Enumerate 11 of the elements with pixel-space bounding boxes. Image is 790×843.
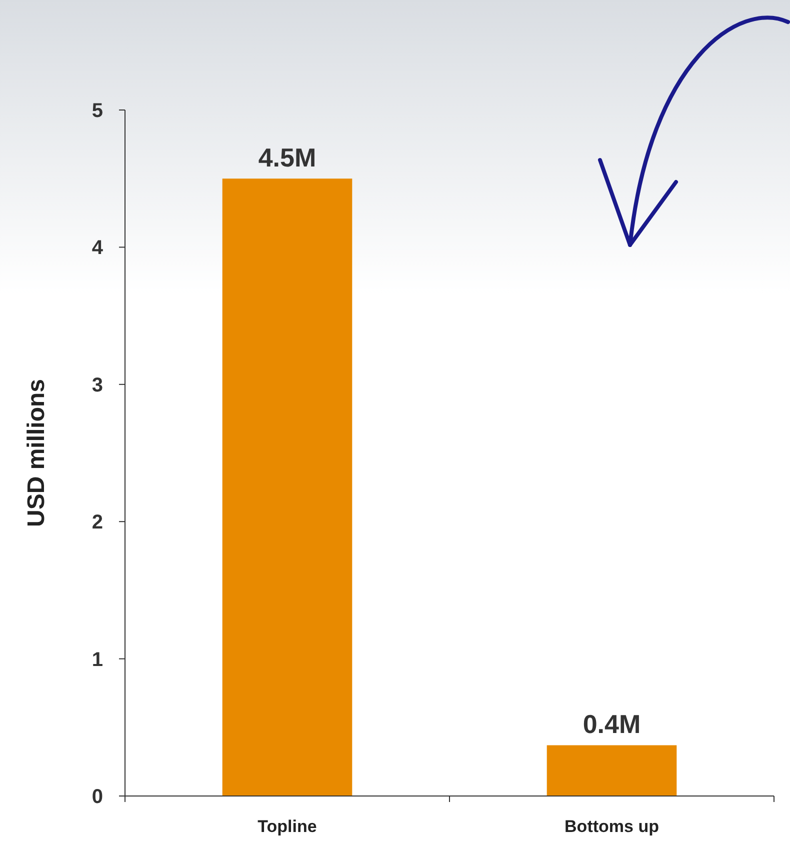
- data-label: 0.4M: [582, 709, 641, 740]
- data-label: 4.5M: [258, 142, 316, 173]
- y-tick-label: 2: [92, 512, 103, 534]
- x-tick-label: Topline: [258, 817, 317, 836]
- y-tick-label: 4: [92, 237, 104, 260]
- y-tick-label: 3: [92, 374, 103, 396]
- y-tick-label: 1: [92, 648, 103, 671]
- y-tick-label: 5: [92, 100, 103, 122]
- y-axis-title: USD millions: [23, 378, 50, 528]
- y-tick-label: 0: [92, 786, 103, 808]
- x-tick-label: Bottoms up: [564, 817, 659, 836]
